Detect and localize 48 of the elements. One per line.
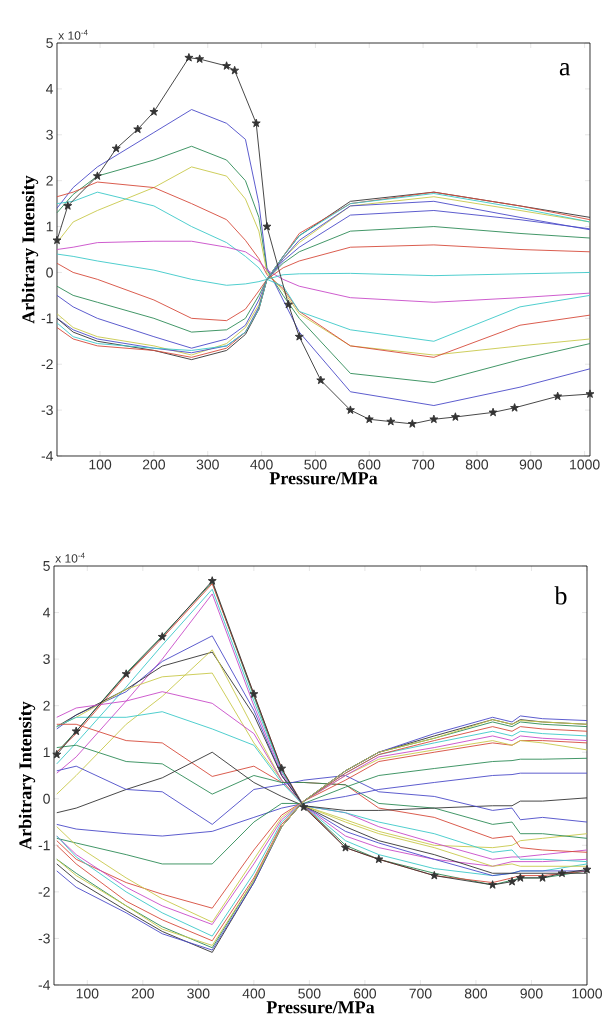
x-axis-title: Pressure/MPa <box>266 1001 375 1014</box>
y-tick-label: -2 <box>38 886 50 897</box>
x-tick-label: 400 <box>242 988 266 999</box>
x-tick-label: 500 <box>304 459 327 470</box>
x-tick-label: 800 <box>465 459 489 470</box>
x-tick-label: 1000 <box>572 988 603 999</box>
x-tick-label: 200 <box>131 988 155 999</box>
y-tick-label: 5 <box>46 38 53 48</box>
y-tick-label: -4 <box>38 980 51 990</box>
x-tick-label: 600 <box>353 988 377 999</box>
text: x 10$^{-4}$ <box>55 552 85 563</box>
y-tick-label: 2 <box>46 175 53 186</box>
x-tick-label: 100 <box>89 459 112 470</box>
x-tick-label: 200 <box>142 459 166 470</box>
y-tick-label: 4 <box>46 84 54 94</box>
y-tick-label: 1 <box>43 747 50 758</box>
x-tick-label: 900 <box>519 459 542 470</box>
y-tick-label: 3 <box>46 129 53 140</box>
x-tick-label: 600 <box>358 459 381 470</box>
y-tick-label: 1 <box>46 221 53 232</box>
x-tick-label: 300 <box>187 988 210 999</box>
x-tick-label: 900 <box>520 988 543 999</box>
y-tick-label: -3 <box>38 933 50 944</box>
y-tick-label: -1 <box>41 313 53 324</box>
text: x 10$^{-4}$ <box>58 29 88 40</box>
y-tick-label: 4 <box>43 607 51 618</box>
x-tick-label: 100 <box>76 988 99 999</box>
x-axis-title: Pressure/MPa <box>269 472 378 485</box>
y-tick-label: 2 <box>43 700 50 711</box>
y-tick-label: 5 <box>43 561 50 571</box>
y-axis-title: Arbitrary Intensity <box>18 701 36 850</box>
x-tick-label: 300 <box>196 459 219 470</box>
x-tick-label: 700 <box>409 988 432 999</box>
y-tick-label: -3 <box>41 405 53 416</box>
y-tick-label: 3 <box>43 654 50 665</box>
x-tick-label: 1000 <box>570 459 600 470</box>
y-tick-label: 0 <box>43 793 50 804</box>
x-tick-label: 700 <box>412 459 435 470</box>
y-tick-label: -1 <box>38 840 50 851</box>
x-tick-label: 400 <box>250 459 273 470</box>
y-tick-label: -4 <box>41 451 54 461</box>
x-tick-label: 500 <box>298 988 321 999</box>
y-tick-label: -2 <box>41 359 53 370</box>
x-tick-label: 800 <box>464 988 488 999</box>
y-axis-title: Arbitrary Intensity <box>21 175 39 324</box>
annotation: b <box>554 586 567 605</box>
annotation: a <box>559 63 571 76</box>
y-tick-label: 0 <box>46 267 53 278</box>
